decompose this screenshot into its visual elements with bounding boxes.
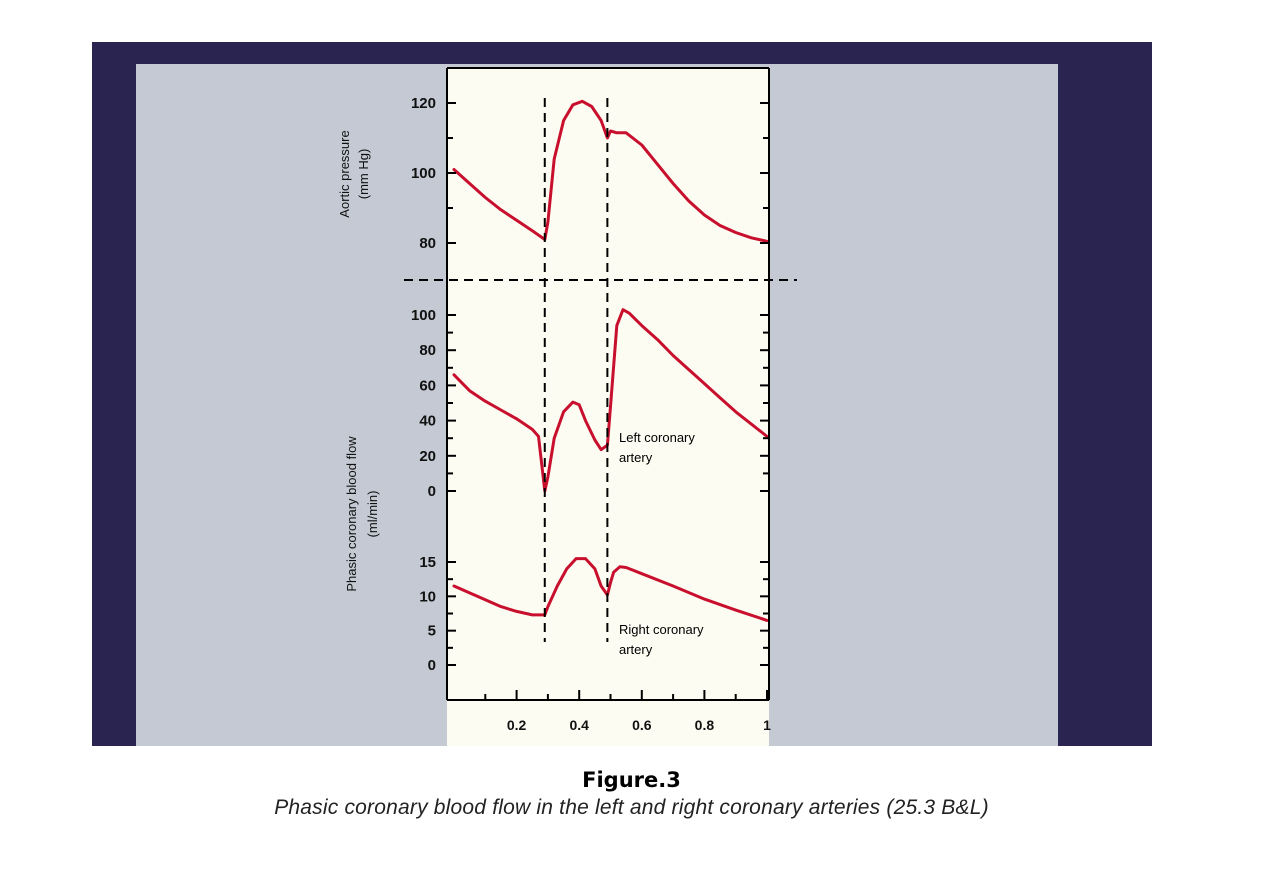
chart: Left coronary artery Right coronary artery 1… bbox=[92, 42, 1152, 746]
x-tick-label: 0.2 bbox=[507, 717, 527, 733]
y-tick-label: 0 bbox=[428, 657, 436, 674]
left-curve bbox=[452, 308, 769, 493]
x-tick-label: 0.6 bbox=[632, 717, 652, 733]
y-tick-label: 100 bbox=[411, 307, 436, 324]
right-curve bbox=[452, 557, 769, 622]
y-tick-label: 40 bbox=[419, 413, 436, 430]
y-tick-label: 5 bbox=[428, 623, 436, 640]
y-tick-label: 120 bbox=[411, 95, 436, 112]
y-tick-label: 15 bbox=[419, 554, 436, 571]
figure-caption: Phasic coronary blood flow in the left a… bbox=[274, 796, 989, 819]
aortic-ylabel-unit: (mm Hg) bbox=[356, 149, 371, 200]
y-tick-label: 20 bbox=[419, 448, 436, 465]
right-series-label: Right coronary artery bbox=[619, 622, 704, 657]
x-tick-label: 1 bbox=[763, 717, 771, 733]
caption-block: Figure.3 Phasic coronary blood flow in t… bbox=[0, 768, 1263, 820]
aortic-ylabel: Aortic pressure bbox=[337, 130, 352, 217]
x-tick-label: 0.4 bbox=[569, 717, 589, 733]
figure-number: Figure.3 bbox=[582, 768, 681, 792]
flow-ylabel-unit: (ml/min) bbox=[365, 491, 380, 538]
y-tick-label: 0 bbox=[428, 483, 436, 500]
y-tick-label: 80 bbox=[419, 342, 436, 359]
y-tick-label: 80 bbox=[419, 235, 436, 252]
y-tick-label: 60 bbox=[419, 377, 436, 394]
y-tick-label: 100 bbox=[411, 165, 436, 182]
figure-frame: Left coronary artery Right coronary artery 1… bbox=[92, 42, 1152, 746]
flow-ylabel: Phasic coronary blood flow bbox=[344, 436, 359, 592]
x-tick-label: 0.8 bbox=[695, 717, 715, 733]
y-tick-label: 10 bbox=[419, 588, 436, 605]
aortic-curve bbox=[452, 99, 769, 243]
left-series-label: Left coronary artery bbox=[619, 430, 695, 465]
